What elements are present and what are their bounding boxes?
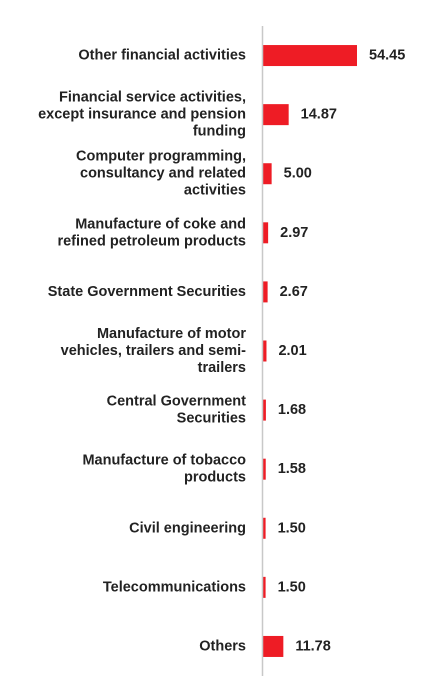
category-label-line: funding xyxy=(193,124,246,140)
category-label: Computer programming, consultancy and rel… xyxy=(76,149,246,199)
value-label: 2.01 xyxy=(278,343,306,359)
bar xyxy=(263,104,289,126)
category-label: Civil engineering xyxy=(129,520,246,536)
category-label-line: Telecommunications xyxy=(103,579,246,595)
bar xyxy=(263,340,267,362)
category-label: Manufacture of coke and refined petroleum… xyxy=(57,216,246,249)
value-label: 11.78 xyxy=(295,638,331,654)
category-label: State Government Securities xyxy=(48,284,246,300)
value-label: 5.00 xyxy=(284,166,312,182)
category-label-line: trailers xyxy=(198,360,246,376)
category-label-line: Central Government xyxy=(107,394,247,410)
bar xyxy=(263,635,284,657)
category-label: Manufacture of motor vehicles, trailers a… xyxy=(61,326,247,376)
bar xyxy=(263,281,268,303)
value-label: 2.67 xyxy=(280,284,308,300)
bar xyxy=(263,222,269,244)
category-label-line: except insurance and pension xyxy=(38,107,246,123)
category-label-line: refined petroleum products xyxy=(57,233,246,249)
category-label-line: Civil engineering xyxy=(129,520,246,536)
value-label: 14.87 xyxy=(301,107,337,123)
category-label: Other financial activities xyxy=(78,48,246,64)
category-label: Financial service activities, except insu… xyxy=(38,90,246,140)
bar xyxy=(263,163,272,185)
value-label: 1.50 xyxy=(278,520,306,536)
category-label-line: Securities xyxy=(177,411,246,427)
value-label: 1.58 xyxy=(278,461,306,477)
category-label-line: Others xyxy=(199,638,246,654)
bar xyxy=(263,576,266,598)
value-label: 2.97 xyxy=(280,225,308,241)
category-label: Manufacture of tobacco products xyxy=(82,453,246,486)
category-label-line: Manufacture of tobacco xyxy=(82,453,246,469)
category-label-line: Other financial activities xyxy=(78,48,246,64)
category-label-line: Financial service activities, xyxy=(59,90,246,106)
category-label-line: activities xyxy=(184,183,246,199)
bar xyxy=(263,517,266,539)
bar xyxy=(263,399,266,421)
value-label: 1.68 xyxy=(278,402,306,418)
category-label-line: products xyxy=(184,470,246,486)
category-label-line: consultancy and related xyxy=(80,166,246,182)
category-label-line: Computer programming, xyxy=(76,149,246,165)
category-label-line: Manufacture of coke and xyxy=(75,216,246,232)
value-label: 1.50 xyxy=(278,579,306,595)
category-label: Telecommunications xyxy=(103,579,246,595)
bars-group xyxy=(263,45,357,657)
bar xyxy=(263,458,266,480)
category-label-line: Manufacture of motor xyxy=(97,326,246,342)
category-label-line: State Government Securities xyxy=(48,284,246,300)
category-labels-group: Other financial activities Financial serv… xyxy=(38,48,246,655)
category-label-line: vehicles, trailers and semi- xyxy=(61,343,247,359)
bar xyxy=(263,45,357,67)
value-label: 54.45 xyxy=(369,48,405,64)
category-label: Central Government Securities xyxy=(107,394,247,427)
category-label: Others xyxy=(199,638,246,654)
value-labels-group: 54.45 14.87 5.00 2.97 2.67 2.01 1.68 1.58 1.50 1.… xyxy=(278,48,406,655)
